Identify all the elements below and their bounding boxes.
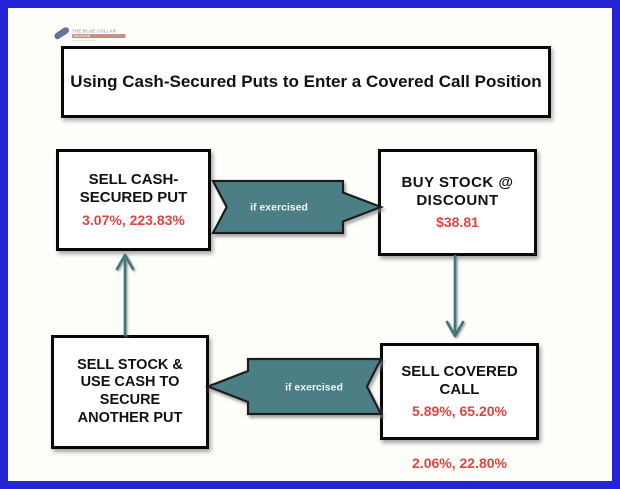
svg-text:INVESTOR: INVESTOR xyxy=(74,34,90,38)
svg-text:if exercised: if exercised xyxy=(285,382,343,394)
svg-text:THE BLUE COLLAR: THE BLUE COLLAR xyxy=(72,29,117,34)
svg-text:INVESTMENT EDUCATION: INVESTMENT EDUCATION xyxy=(72,40,96,43)
svg-text:if exercised: if exercised xyxy=(250,202,308,214)
